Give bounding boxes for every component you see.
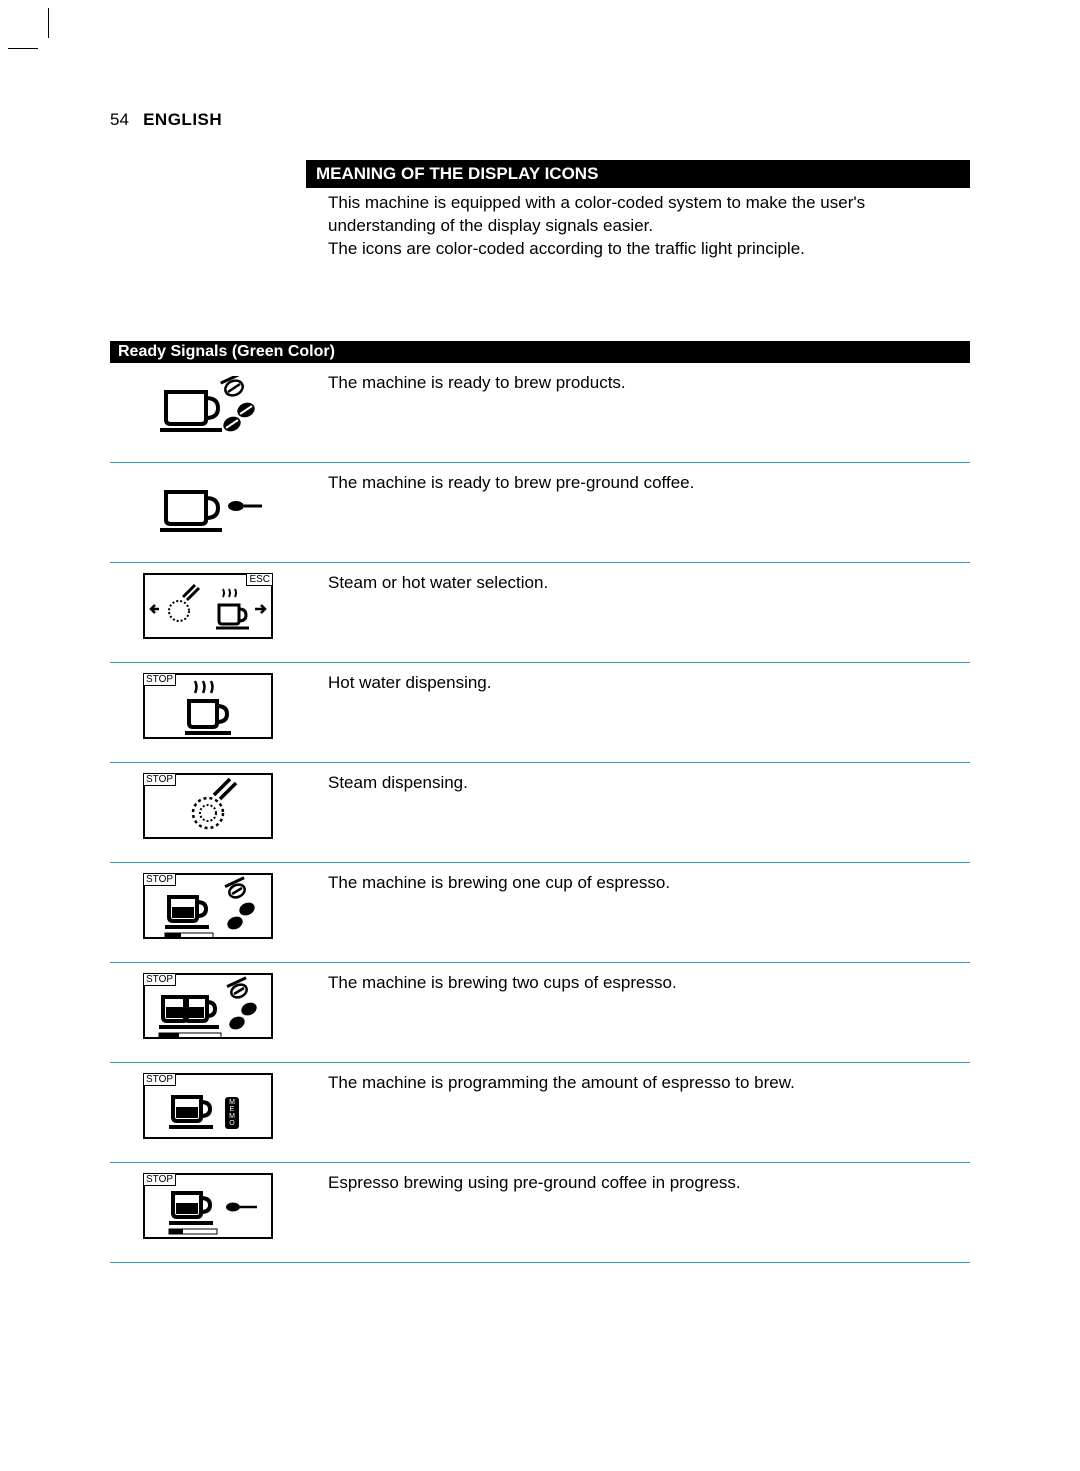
svg-text:M: M [229,1099,235,1106]
icon-cell: STOP [110,1169,306,1262]
icon-cell: STOP [110,669,306,762]
signal-description: The machine is brewing one cup of espres… [306,869,970,962]
stop-label: STOP [144,974,176,986]
language-label: ENGLISH [143,110,222,129]
page-content: 54 ENGLISH MEANING OF THE DISPLAY ICONS … [110,110,970,1263]
icon-cell: ESC [110,569,306,662]
hotwater-dispense-icon: STOP [143,673,273,739]
signal-description: Steam dispensing. [306,769,970,862]
stop-label: STOP [144,674,176,686]
signal-description: The machine is ready to brew pre-ground … [306,469,970,562]
signal-description: Espresso brewing using pre-ground coffee… [306,1169,970,1262]
one-espresso-icon: STOP [143,873,273,939]
ready-preground-icon [143,473,273,539]
signal-row: STOP The machine is brewing one c [110,863,970,963]
stop-label: STOP [144,774,176,786]
program-espresso-icon: STOP M E M O [143,1073,273,1139]
icon-cell: STOP M E M O [110,1069,306,1162]
steam-dispense-icon: STOP [143,773,273,839]
intro-text: This machine is equipped with a color-co… [328,192,970,261]
espresso-preground-progress-icon: STOP [143,1173,273,1239]
signal-description: The machine is brewing two cups of espre… [306,969,970,1062]
signal-row: STOP Hot water dispensing. [110,663,970,763]
signal-description: The machine is programming the amount of… [306,1069,970,1162]
stop-label: STOP [144,1174,176,1186]
signal-row: STOP M E M O The machine is programming … [110,1063,970,1163]
section-title: MEANING OF THE DISPLAY ICONS [306,160,970,188]
icon-cell: STOP [110,869,306,962]
icon-cell: STOP [110,769,306,862]
ready-brew-icon [143,373,273,439]
crop-mark [8,48,38,49]
signal-row: STOP Espresso brewing using pre-ground c… [110,1163,970,1263]
intro-line: This machine is equipped with a color-co… [328,192,970,238]
signal-row: The machine is ready to brew pre-ground … [110,463,970,563]
stop-label: STOP [144,874,176,886]
icon-cell [110,369,306,462]
crop-mark [48,8,49,38]
svg-text:M: M [229,1113,235,1120]
signal-row: ESC [110,563,970,663]
page-header: 54 ENGLISH [110,110,970,130]
svg-text:O: O [229,1120,235,1127]
signal-description: The machine is ready to brew products. [306,369,970,462]
steam-hotwater-select-icon: ESC [143,573,273,639]
page-number: 54 [110,110,129,129]
signal-row: STOP Steam dispensing. [110,763,970,863]
signal-description: Steam or hot water selection. [306,569,970,662]
signal-row: STOP The machine is [110,963,970,1063]
two-espresso-icon: STOP [143,973,273,1039]
signal-description: Hot water dispensing. [306,669,970,762]
signal-row: The machine is ready to brew products. [110,363,970,463]
stop-label: STOP [144,1074,176,1086]
esc-label: ESC [246,574,272,586]
subsection-title: Ready Signals (Green Color) [110,341,970,363]
intro-line: The icons are color-coded according to t… [328,238,970,261]
icon-cell: STOP [110,969,306,1062]
icon-cell [110,469,306,562]
svg-text:E: E [230,1106,235,1113]
